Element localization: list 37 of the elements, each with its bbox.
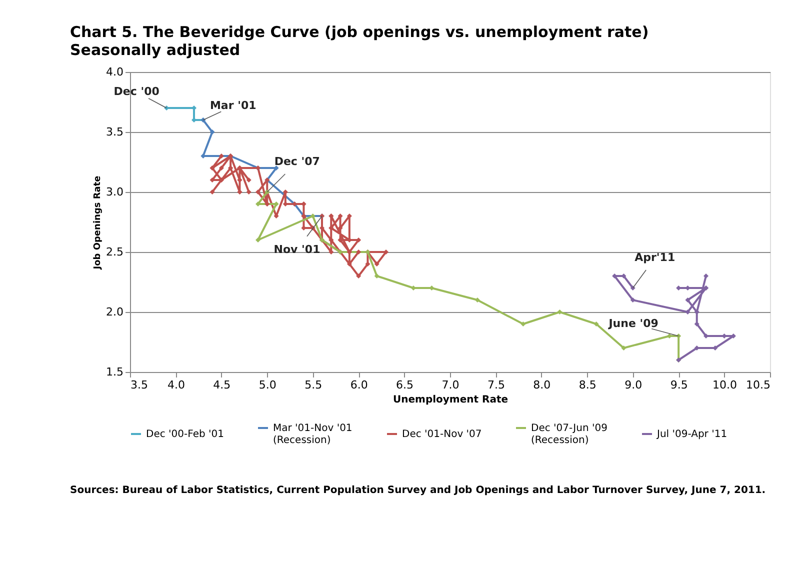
annotation: Dec '00 xyxy=(114,85,160,98)
chart-title: Chart 5. The Beveridge Curve (job openings vs. unemployment rate) xyxy=(70,23,649,41)
x-tick-label: 8.0 xyxy=(533,378,551,392)
x-tick-label: 6.5 xyxy=(396,378,414,392)
annotation: Dec '07 xyxy=(274,155,320,168)
x-tick-label: 9.5 xyxy=(670,378,688,392)
x-tick-label: 5.0 xyxy=(258,378,276,392)
x-tick-label: 7.0 xyxy=(442,378,460,392)
legend-label: Dec '00-Feb '01 xyxy=(146,429,224,440)
y-tick-label: 3.0 xyxy=(106,186,124,198)
annotation: Mar '01 xyxy=(210,99,256,112)
x-tick-label: 3.5 xyxy=(130,378,148,392)
x-tick-label: 9.0 xyxy=(624,378,642,392)
y-tick-label: 4.0 xyxy=(106,66,124,78)
x-tick-label: 10.5 xyxy=(746,378,770,392)
y-tick-label: 2.5 xyxy=(106,246,124,258)
y-tick-label: 2.0 xyxy=(106,306,124,318)
x-tick-label: 8.5 xyxy=(578,378,596,392)
x-tick-label: 5.5 xyxy=(304,378,322,392)
x-tick-label: 10.0 xyxy=(712,378,738,392)
y-tick-label: 3.5 xyxy=(106,126,124,138)
x-tick-label: 6.0 xyxy=(350,378,368,392)
legend-label: Jul '09-Apr '11 xyxy=(656,429,728,440)
annotation: Nov '01 xyxy=(274,243,320,256)
x-tick-label: 4.5 xyxy=(213,378,231,392)
legend-label: Dec '01-Nov '07 xyxy=(402,429,482,440)
annotation: June '09 xyxy=(608,317,658,330)
source-note: Sources: Bureau of Labor Statistics, Current Population Survey and Job Openings and Labor Turnover Survey, June 7, 2011. xyxy=(70,485,766,496)
y-tick-label: 1.5 xyxy=(106,366,124,378)
y-axis-title: Job Openings Rate xyxy=(93,176,104,270)
chart-subtitle: Seasonally adjusted xyxy=(70,41,240,59)
x-tick-label: 7.5 xyxy=(487,378,505,392)
x-axis-title: Unemployment Rate xyxy=(392,394,508,406)
legend-label: Mar '01-Nov '01 (Recession) xyxy=(273,423,352,446)
legend-label: Dec '07-Jun '09 (Recession) xyxy=(531,423,608,446)
x-tick-label: 4.0 xyxy=(167,378,185,392)
annotation: Apr'11 xyxy=(634,251,676,264)
